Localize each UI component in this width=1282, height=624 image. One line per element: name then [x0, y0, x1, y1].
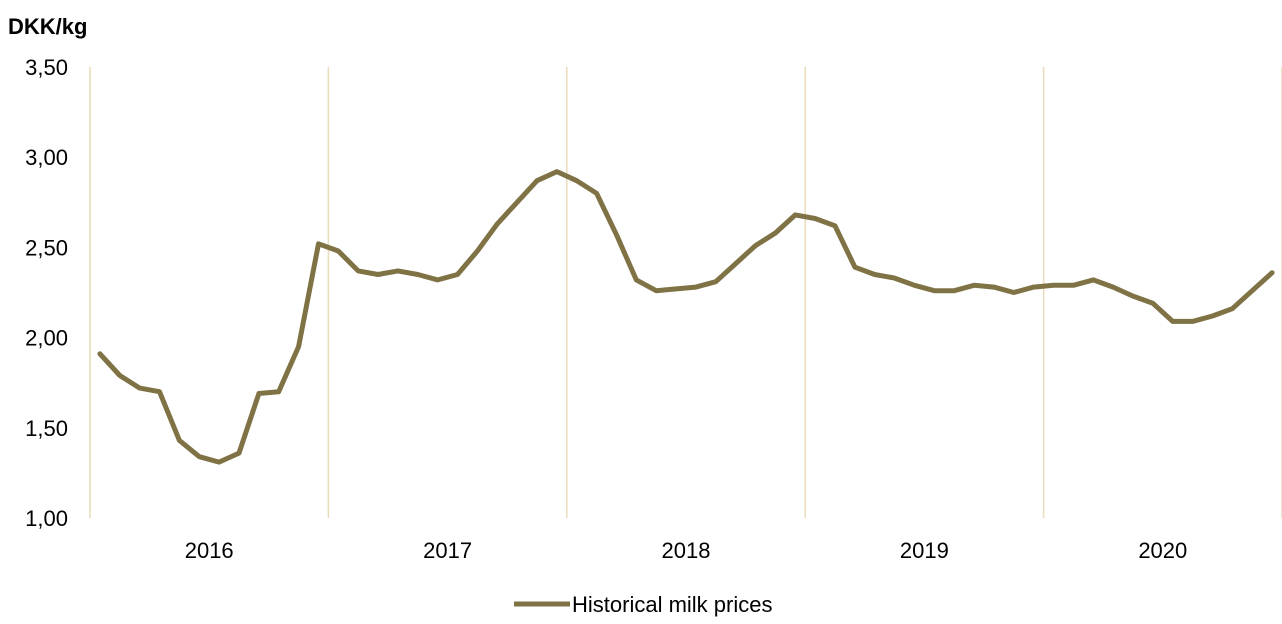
x-axis-ticks: 2016 2017 2018 2019 2020	[185, 538, 1188, 563]
y-axis-ticks: 1,00 1,50 2,00 2,50 3,00 3,50	[25, 55, 68, 531]
legend-label: Historical milk prices	[572, 592, 772, 617]
y-tick-label: 1,50	[25, 416, 68, 441]
y-tick-label: 3,50	[25, 55, 68, 80]
y-tick-label: 3,00	[25, 145, 68, 170]
legend: Historical milk prices	[514, 592, 772, 617]
x-tick-label: 2018	[662, 538, 711, 563]
x-tick-label: 2019	[900, 538, 949, 563]
y-tick-label: 2,00	[25, 326, 68, 351]
y-tick-label: 1,00	[25, 506, 68, 531]
x-tick-label: 2016	[185, 538, 234, 563]
y-axis-label: DKK/kg	[8, 14, 88, 39]
chart-grid	[89, 67, 1282, 518]
x-tick-label: 2020	[1138, 538, 1187, 563]
series-group	[97, 169, 1275, 465]
y-tick-label: 2,50	[25, 235, 68, 260]
series-line	[97, 169, 1275, 465]
x-tick-label: 2017	[423, 538, 472, 563]
